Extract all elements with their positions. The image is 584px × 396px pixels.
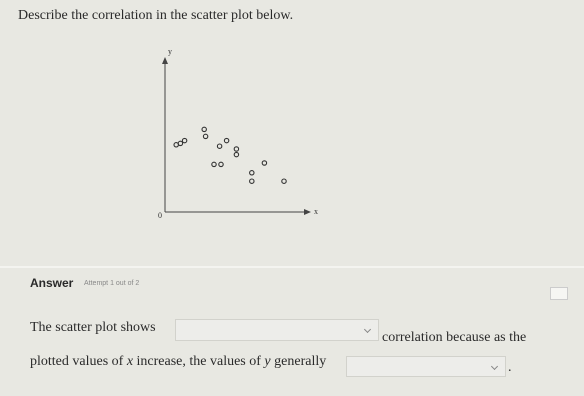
attempt-info: Attempt 1 out of 2	[84, 280, 140, 287]
trend-dropdown[interactable]	[346, 356, 506, 377]
sentence-second-line: plotted values of x increase, the values…	[30, 354, 326, 370]
question-title: Describe the correlation in the scatter …	[18, 8, 294, 23]
math-y: y	[264, 354, 271, 369]
y-axis-label: y	[168, 47, 172, 56]
text: plotted values of	[30, 354, 127, 369]
scatter-point	[216, 143, 223, 149]
text: increase, the values of	[133, 354, 265, 369]
scatter-point	[177, 140, 184, 147]
scatter-point	[249, 170, 255, 176]
scatter-point	[223, 137, 230, 144]
sentence-middle: correlation because as the	[382, 330, 527, 345]
keyboard-icon[interactable]	[550, 287, 568, 300]
scatter-point	[201, 126, 207, 133]
x-arrow	[304, 209, 311, 215]
period: .	[508, 360, 512, 375]
math-x: x	[126, 354, 134, 369]
scatter-point	[218, 161, 224, 168]
correlation-dropdown[interactable]	[175, 319, 379, 341]
scatter-point	[261, 160, 268, 166]
answer-label: Answer	[30, 276, 74, 290]
scatter-point	[281, 178, 287, 184]
scatter-point	[233, 146, 240, 152]
x-axis-label: x	[314, 207, 318, 216]
y-arrow	[162, 57, 168, 64]
scatter-point	[181, 137, 188, 144]
scatter-plot: y x 0	[158, 47, 318, 220]
scatter-point	[211, 161, 217, 168]
scatter-point	[202, 133, 209, 140]
scatter-point	[249, 178, 255, 184]
sentence-start: The scatter plot shows	[30, 320, 156, 335]
origin-label: 0	[158, 211, 162, 220]
text: generally	[270, 354, 327, 369]
divider	[0, 266, 584, 268]
scatter-point	[233, 151, 240, 158]
